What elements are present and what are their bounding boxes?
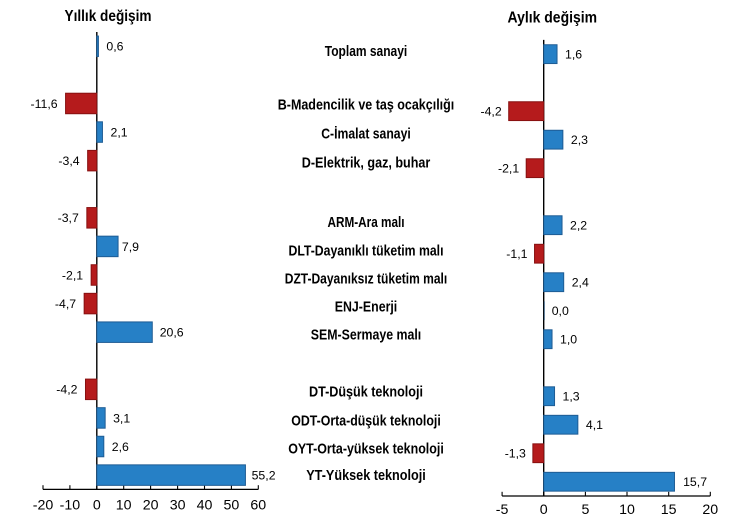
svg-text:-4,2: -4,2 bbox=[480, 105, 501, 119]
svg-text:20: 20 bbox=[143, 497, 159, 513]
svg-text:OYT-Orta-yüksek teknoloji: OYT-Orta-yüksek teknoloji bbox=[288, 442, 444, 458]
svg-text:DZT-Dayanıksız tüketim malı: DZT-Dayanıksız tüketim malı bbox=[285, 272, 448, 288]
svg-text:-1,1: -1,1 bbox=[506, 247, 527, 261]
svg-text:15,7: 15,7 bbox=[683, 475, 707, 489]
svg-text:2,6: 2,6 bbox=[112, 440, 129, 454]
svg-text:-4,2: -4,2 bbox=[56, 383, 77, 397]
svg-text:D-Elektrik, gaz, buhar: D-Elektrik, gaz, buhar bbox=[302, 156, 431, 172]
svg-text:20,6: 20,6 bbox=[160, 326, 184, 340]
svg-text:10: 10 bbox=[619, 502, 635, 518]
svg-text:-10: -10 bbox=[60, 497, 81, 513]
svg-text:-11,6: -11,6 bbox=[30, 97, 57, 111]
svg-text:7,9: 7,9 bbox=[122, 240, 139, 254]
svg-text:ODT-Orta-düşük teknoloji: ODT-Orta-düşük teknoloji bbox=[291, 413, 441, 429]
svg-text:-1,3: -1,3 bbox=[505, 447, 526, 461]
svg-text:SEM-Sermaye malı: SEM-Sermaye malı bbox=[311, 328, 422, 344]
svg-text:2,2: 2,2 bbox=[570, 219, 587, 233]
svg-text:Aylık değişim: Aylık değişim bbox=[508, 9, 598, 26]
svg-text:0: 0 bbox=[540, 502, 548, 518]
svg-text:C-İmalat sanayi: C-İmalat sanayi bbox=[321, 126, 411, 143]
svg-text:0,0: 0,0 bbox=[552, 304, 569, 318]
svg-text:1,6: 1,6 bbox=[565, 48, 582, 62]
svg-text:-5: -5 bbox=[496, 502, 509, 518]
svg-text:1,3: 1,3 bbox=[563, 390, 580, 404]
svg-text:Yıllık değişim: Yıllık değişim bbox=[65, 8, 152, 25]
svg-text:-3,4: -3,4 bbox=[58, 154, 79, 168]
svg-text:2,3: 2,3 bbox=[571, 133, 588, 147]
svg-text:50: 50 bbox=[224, 497, 240, 513]
svg-text:55,2: 55,2 bbox=[252, 469, 276, 483]
svg-text:20: 20 bbox=[702, 502, 718, 518]
svg-text:ENJ-Enerji: ENJ-Enerji bbox=[335, 300, 398, 316]
svg-text:-20: -20 bbox=[33, 497, 54, 513]
svg-text:-3,7: -3,7 bbox=[58, 211, 79, 225]
svg-text:DT-Düşük teknoloji: DT-Düşük teknoloji bbox=[309, 385, 423, 401]
svg-text:-2,1: -2,1 bbox=[62, 268, 83, 282]
svg-text:60: 60 bbox=[250, 497, 266, 513]
svg-text:0: 0 bbox=[93, 497, 101, 513]
svg-text:2,1: 2,1 bbox=[111, 126, 128, 140]
svg-text:3,1: 3,1 bbox=[113, 411, 130, 425]
svg-text:-2,1: -2,1 bbox=[498, 162, 519, 176]
svg-text:DLT-Dayanıklı tüketim malı: DLT-Dayanıklı tüketim malı bbox=[289, 243, 444, 259]
svg-text:40: 40 bbox=[197, 497, 213, 513]
svg-text:-4,7: -4,7 bbox=[55, 297, 76, 311]
svg-text:5: 5 bbox=[581, 502, 589, 518]
svg-text:0,6: 0,6 bbox=[106, 40, 123, 54]
svg-text:ARM-Ara malı: ARM-Ara malı bbox=[328, 215, 405, 231]
svg-text:2,4: 2,4 bbox=[572, 276, 589, 290]
svg-text:Toplam sanayi: Toplam sanayi bbox=[325, 44, 408, 60]
svg-text:10: 10 bbox=[116, 497, 132, 513]
svg-text:B-Madencilik ve taş ocakçılığı: B-Madencilik ve taş ocakçılığı bbox=[278, 98, 455, 114]
svg-text:4,1: 4,1 bbox=[586, 418, 603, 432]
svg-text:15: 15 bbox=[661, 502, 677, 518]
svg-text:YT-Yüksek teknoloji: YT-Yüksek teknoloji bbox=[306, 468, 426, 484]
svg-text:30: 30 bbox=[170, 497, 186, 513]
svg-text:1,0: 1,0 bbox=[560, 333, 577, 347]
